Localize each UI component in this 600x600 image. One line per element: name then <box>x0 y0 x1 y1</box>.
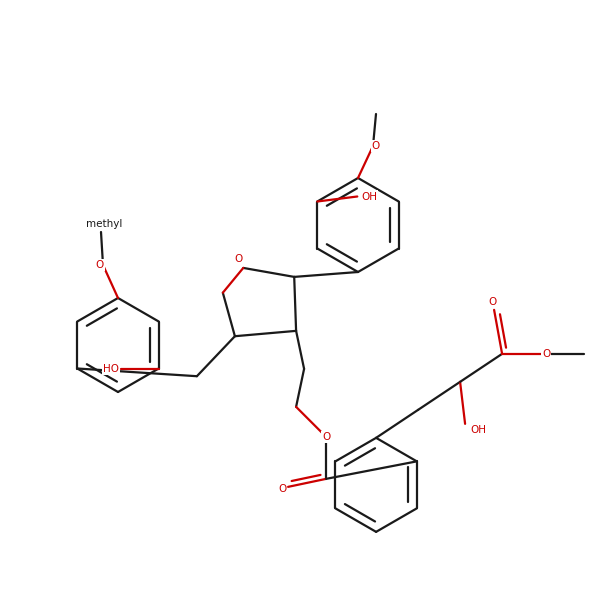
Text: O: O <box>488 297 496 307</box>
Text: methyl: methyl <box>86 219 122 229</box>
Text: O: O <box>278 484 286 494</box>
Text: O: O <box>96 260 104 270</box>
Text: OH: OH <box>470 425 486 435</box>
Text: O: O <box>372 141 380 151</box>
Text: O: O <box>322 432 330 442</box>
Text: O: O <box>542 349 550 359</box>
Text: O: O <box>234 254 242 264</box>
Text: OH: OH <box>361 191 377 202</box>
Text: HO: HO <box>103 364 119 373</box>
